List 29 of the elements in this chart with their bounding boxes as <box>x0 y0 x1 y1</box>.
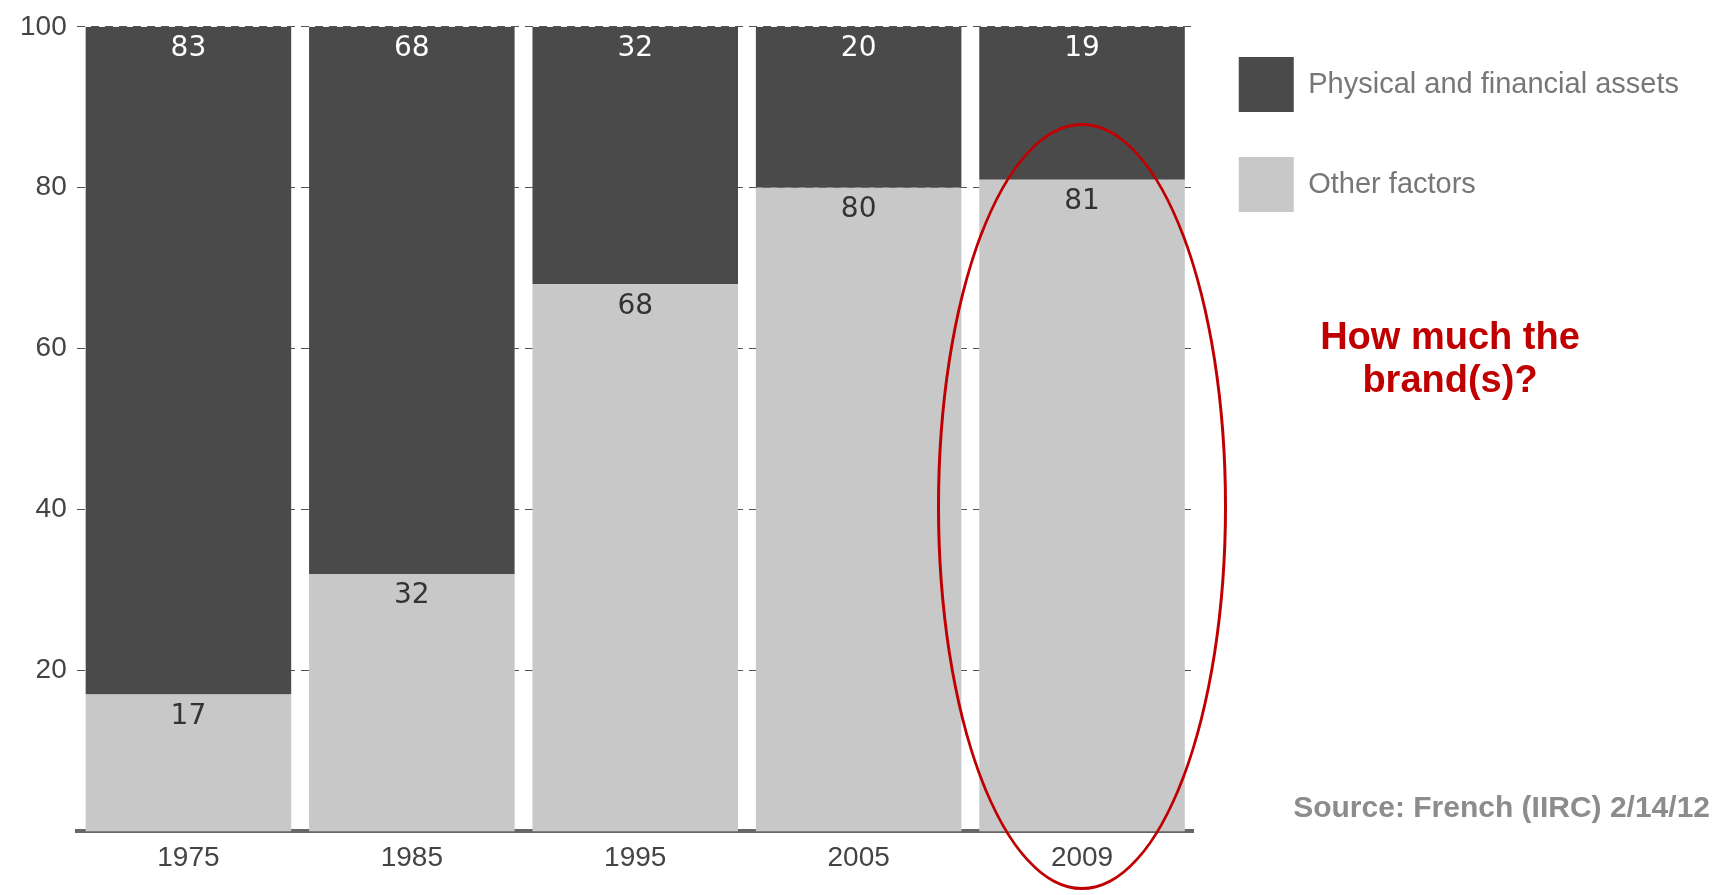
bar <box>532 284 738 832</box>
y-tick-label: 60 <box>35 331 67 363</box>
data-label: 19 <box>1064 30 1100 64</box>
x-tick-label: 1985 <box>380 840 443 872</box>
data-label: 80 <box>840 191 877 224</box>
bar <box>85 694 292 832</box>
data-label: 32 <box>617 30 654 64</box>
data-label: 20 <box>840 30 877 64</box>
y-tick-label: 80 <box>35 170 67 202</box>
legend-label: Physical and financial assets <box>1308 66 1680 99</box>
bar <box>979 179 1185 832</box>
x-tick-label: 2009 <box>1050 840 1114 872</box>
text: How much the brand(s)? <box>1319 315 1581 401</box>
x-tick-label: 1995 <box>604 840 667 872</box>
data-label: 68 <box>394 30 430 64</box>
y-tick-label: 40 <box>35 492 67 524</box>
data-label: 81 <box>1064 182 1100 216</box>
bar <box>309 573 515 832</box>
x-tick-label: 2005 <box>827 840 890 872</box>
legend-label: Other factors <box>1308 166 1476 199</box>
data-label: 32 <box>394 577 430 611</box>
bar <box>755 187 962 832</box>
data-label: 17 <box>170 697 207 731</box>
data-label: 68 <box>617 287 654 321</box>
x-tick-label: 1975 <box>157 840 220 872</box>
y-tick-label: 100 <box>20 9 67 41</box>
source-note: Source: French (IIRC) 2/14/12 <box>1292 790 1710 824</box>
data-label: 83 <box>170 30 207 64</box>
y-tick-label: 20 <box>35 653 67 685</box>
